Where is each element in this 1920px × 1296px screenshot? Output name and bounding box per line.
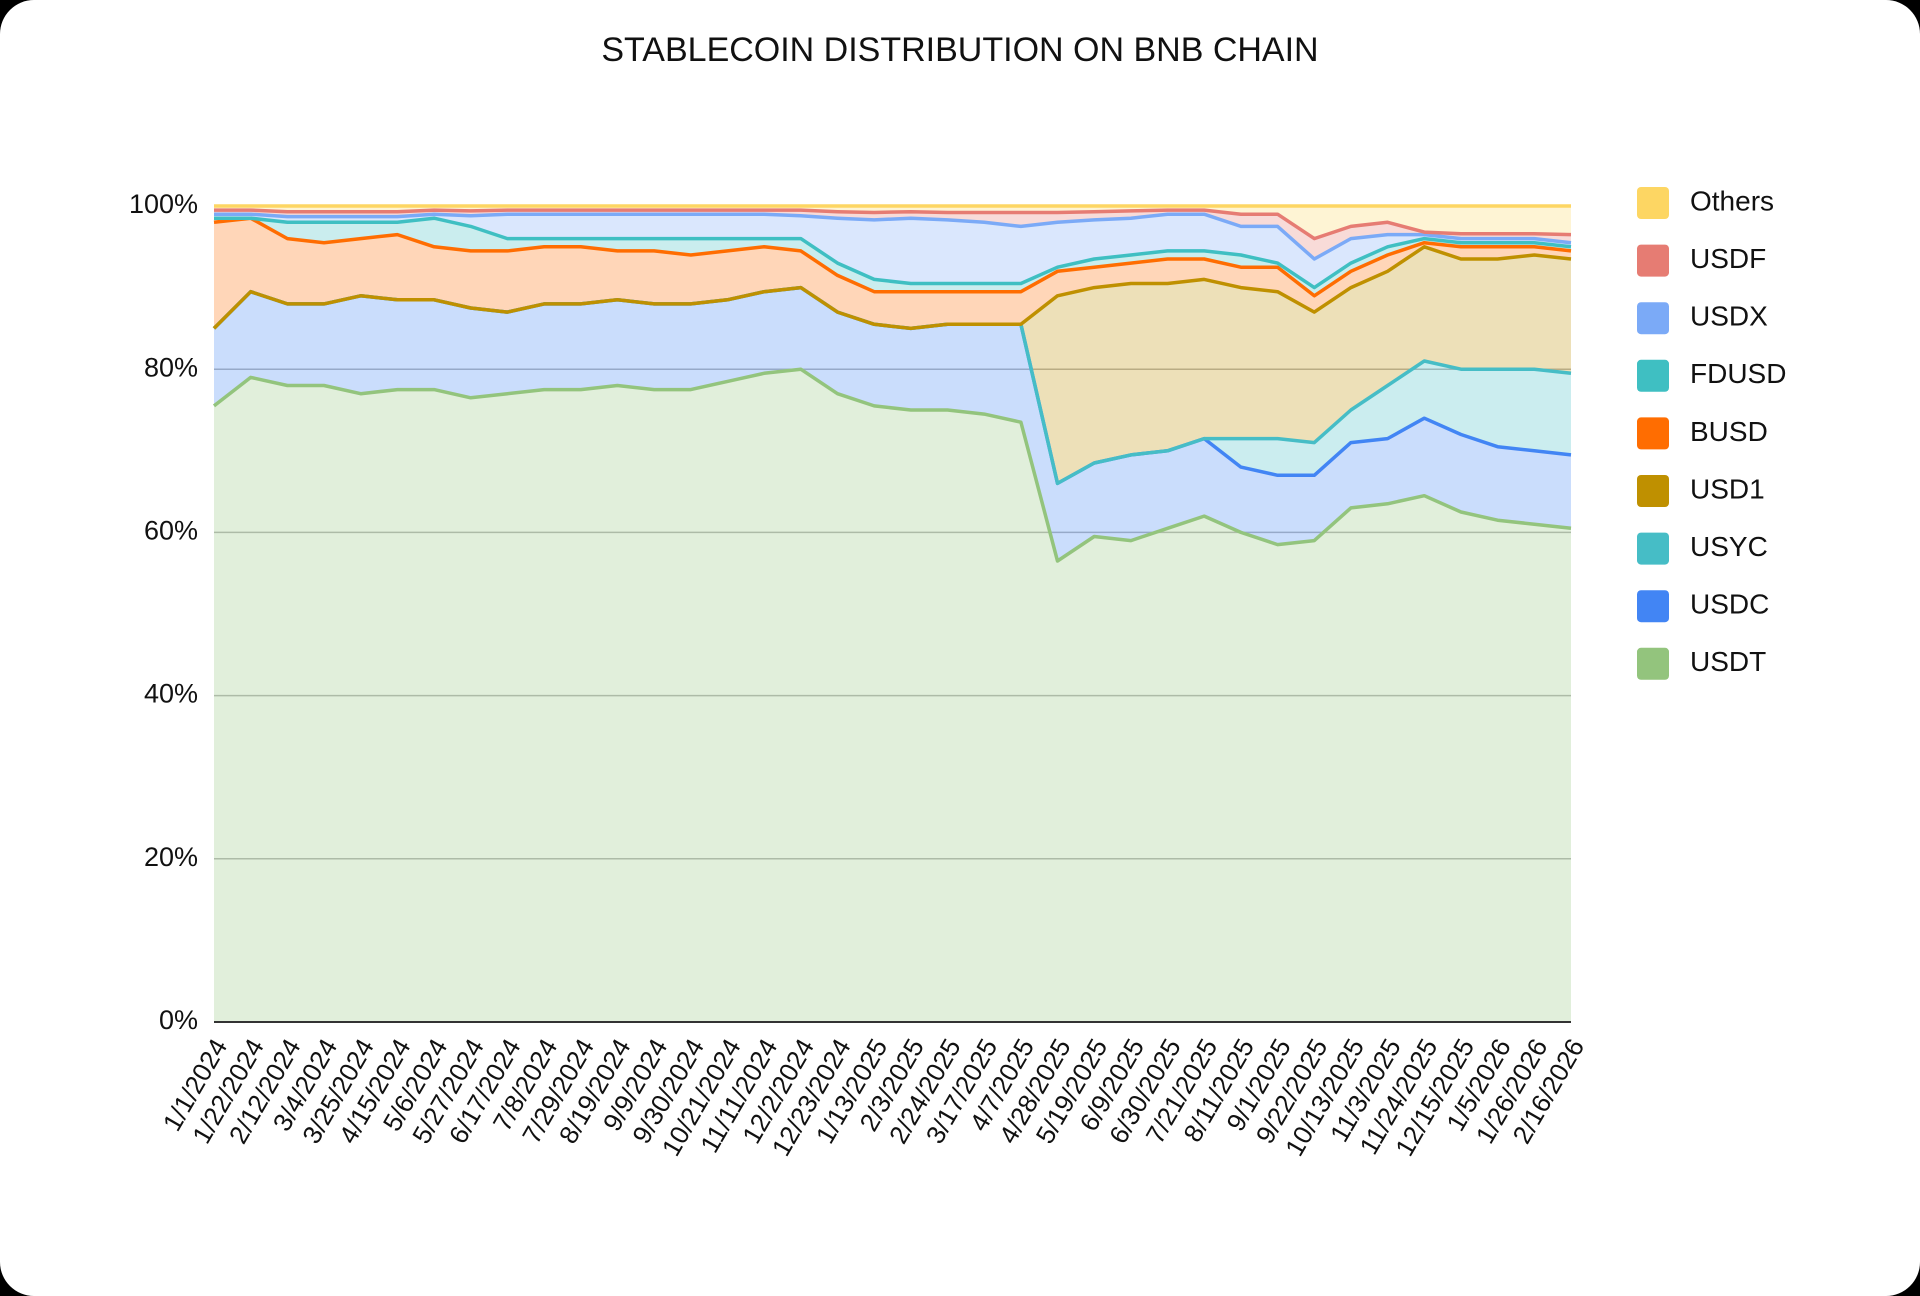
legend-label: Others [1690, 185, 1774, 216]
area [214, 214, 1571, 288]
legend-label: BUSD [1690, 416, 1768, 447]
area [214, 218, 1571, 329]
legend-label: FDUSD [1690, 358, 1786, 389]
legend-swatch [1637, 475, 1669, 507]
area [214, 218, 1571, 296]
area [214, 287, 1571, 561]
y-tick-label: 20% [144, 842, 198, 872]
series-line [213, 216, 1572, 298]
series-line [214, 216, 1572, 290]
legend-swatch [1637, 187, 1669, 219]
area-layer [214, 206, 1571, 1022]
legend-swatch [1637, 532, 1669, 565]
legend-label: USDF [1690, 243, 1766, 274]
y-tick-label: 0% [159, 1005, 198, 1035]
series-line [212, 367, 1572, 563]
area [214, 206, 1571, 239]
legend-swatch [1637, 647, 1669, 680]
legend-swatch [1637, 359, 1669, 392]
chart-title: STABLECOIN DISTRIBUTION ON BNB CHAIN [601, 31, 1318, 69]
area [214, 246, 1571, 484]
y-tick-label: 100% [129, 189, 198, 219]
legend-label: USDT [1690, 646, 1766, 677]
series-line [214, 208, 1572, 241]
line-layer [212, 204, 1572, 563]
area [214, 369, 1571, 1022]
legend-swatch [1637, 417, 1669, 450]
y-tick-label: 80% [144, 352, 198, 382]
series-line [214, 212, 1572, 261]
y-tick-label: 60% [144, 516, 198, 546]
y-tick-label: 40% [144, 679, 198, 709]
legend-label: USYC [1690, 531, 1768, 562]
legend-swatch [1637, 590, 1669, 623]
legend-label: USDX [1690, 301, 1768, 332]
series-line [212, 245, 1572, 331]
legend-swatch [1637, 302, 1669, 335]
legend-swatch [1637, 244, 1669, 277]
legend-label: USDC [1690, 589, 1769, 620]
legend-label: USD1 [1690, 473, 1765, 504]
